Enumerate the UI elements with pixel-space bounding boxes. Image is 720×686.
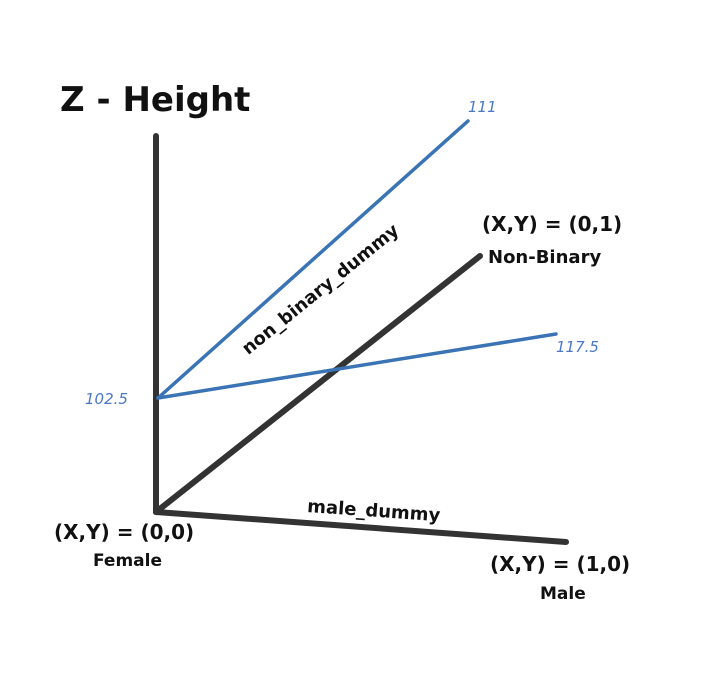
nonbinary-axis	[153, 253, 483, 515]
origin-name: Female	[93, 551, 162, 571]
nonbinary-name: Non-Binary	[488, 247, 602, 268]
origin-coords: (X,Y) = (0,0)	[54, 520, 195, 544]
male-end-value: 117.5	[556, 338, 599, 356]
male-name: Male	[540, 584, 586, 604]
nonbinary-end-value: 111	[468, 98, 497, 116]
nonbinary-line	[156, 119, 470, 400]
intercept-value: 102.5	[85, 390, 128, 408]
nonbinary-coords: (X,Y) = (0,1)	[482, 212, 623, 236]
diagram-title: Z - Height	[60, 80, 251, 120]
male-axis	[153, 509, 569, 545]
male-line	[156, 332, 558, 400]
male-coords: (X,Y) = (1,0)	[490, 552, 631, 576]
